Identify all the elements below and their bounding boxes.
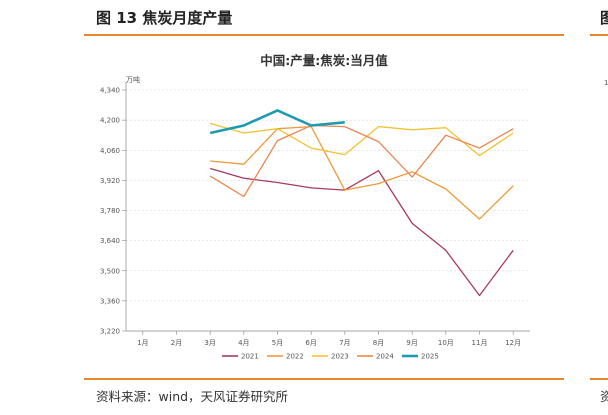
legend-label-2021: 2021 bbox=[241, 353, 259, 361]
y-tick-label: 3,500 bbox=[100, 267, 120, 275]
next-top-divider bbox=[590, 34, 608, 36]
y-unit-label: 万吨 bbox=[126, 75, 140, 84]
y-ticks: 3,220 3,360 3,500 3,640 3,780 3,920 4,060 4,200… bbox=[100, 87, 126, 336]
next-source-fragment: 资 bbox=[600, 389, 608, 404]
legend: 2021 2022 2023 2024 2025 bbox=[222, 353, 439, 361]
series-line-2025 bbox=[209, 109, 345, 135]
x-tick-label: 12月 bbox=[505, 339, 521, 347]
next-chart-tick-fragment: 1 bbox=[604, 79, 608, 87]
next-bottom-divider bbox=[590, 378, 608, 380]
x-ticks: 1月 2月 3月 4月 5月 6月 7月 8月 9月 10月 11月 12月 bbox=[137, 331, 521, 347]
y-tick-label: 4,340 bbox=[100, 87, 120, 95]
series-line-2021 bbox=[210, 167, 514, 297]
bottom-divider bbox=[84, 378, 564, 380]
y-tick-label: 3,360 bbox=[100, 297, 120, 305]
y-tick-label: 3,220 bbox=[100, 328, 120, 336]
figure-title: 图 13 焦炭月度产量 bbox=[96, 9, 233, 27]
x-tick-label: 4月 bbox=[238, 339, 249, 347]
y-tick-label: 4,060 bbox=[100, 147, 120, 155]
legend-label-2025: 2025 bbox=[421, 353, 439, 361]
x-tick-label: 2月 bbox=[171, 339, 182, 347]
series-line-2024 bbox=[209, 124, 514, 198]
legend-label-2022: 2022 bbox=[286, 353, 304, 361]
source-note: 资料来源：wind，天风证券研究所 bbox=[96, 389, 289, 404]
top-divider bbox=[84, 34, 564, 36]
y-tick-label: 3,780 bbox=[100, 207, 120, 215]
x-tick-label: 5月 bbox=[272, 339, 283, 347]
next-figure-title-fragment: 图 bbox=[600, 9, 608, 27]
x-tick-label: 8月 bbox=[373, 339, 384, 347]
x-tick-label: 9月 bbox=[406, 339, 417, 347]
series-lines bbox=[209, 109, 514, 297]
legend-label-2024: 2024 bbox=[376, 353, 394, 361]
grid bbox=[126, 89, 530, 302]
y-tick-label: 4,200 bbox=[100, 117, 120, 125]
chart: 中国:产量:焦炭:当月值 万吨 3,220 3,360 3,500 3,640 3,78… bbox=[100, 53, 530, 361]
y-tick-label: 3,920 bbox=[100, 177, 120, 185]
x-tick-label: 3月 bbox=[204, 339, 215, 347]
x-tick-label: 11月 bbox=[472, 339, 488, 347]
x-tick-label: 7月 bbox=[339, 339, 350, 347]
x-tick-label: 1月 bbox=[137, 339, 148, 347]
series-line-2022 bbox=[210, 125, 514, 220]
chart-title: 中国:产量:焦炭:当月值 bbox=[260, 53, 388, 68]
x-tick-label: 6月 bbox=[305, 339, 316, 347]
axes bbox=[125, 82, 530, 332]
legend-label-2023: 2023 bbox=[331, 353, 349, 361]
y-tick-label: 3,640 bbox=[100, 237, 120, 245]
x-tick-label: 10月 bbox=[438, 339, 454, 347]
series-line-2023 bbox=[210, 122, 514, 157]
